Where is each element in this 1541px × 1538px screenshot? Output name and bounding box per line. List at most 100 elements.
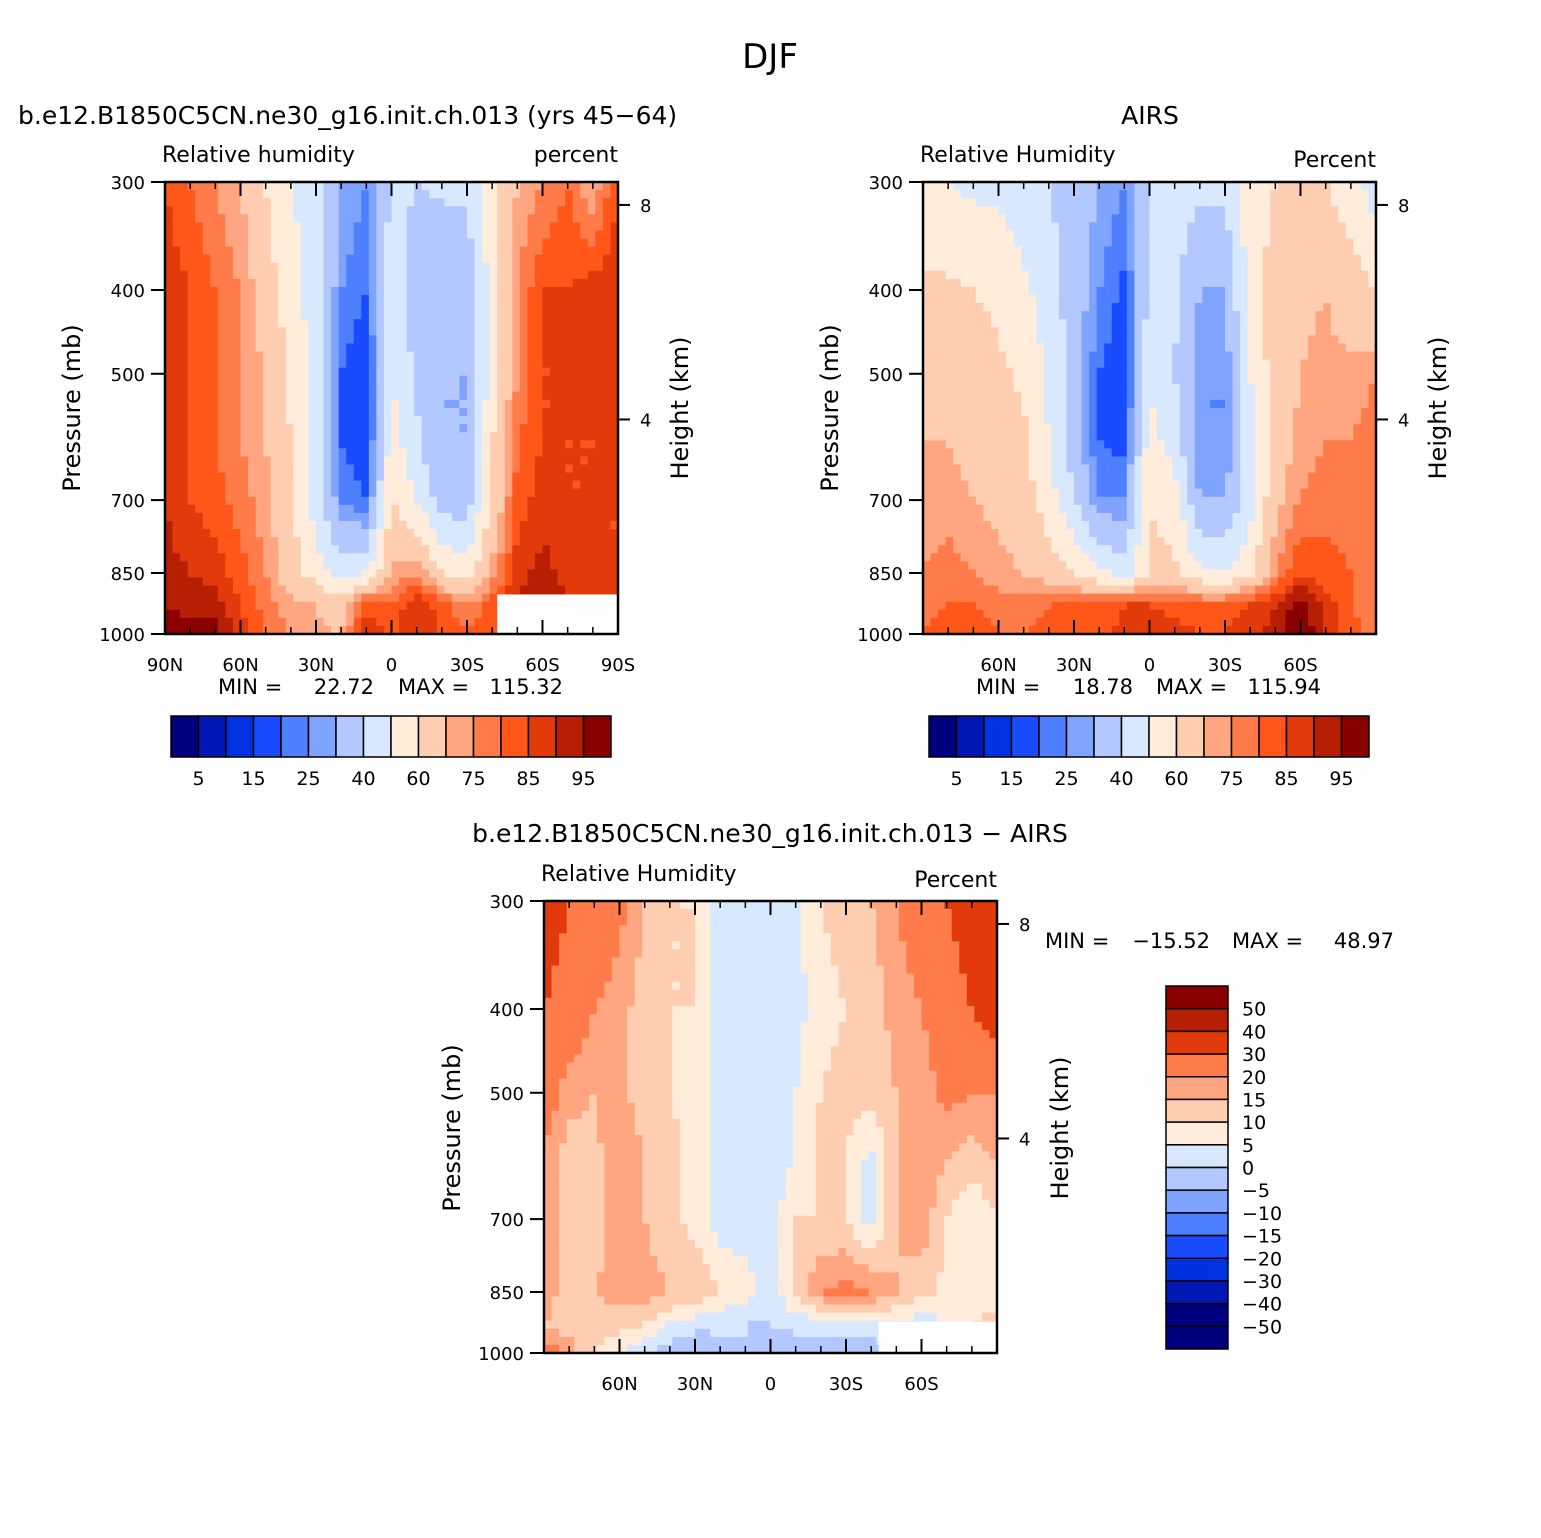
field-cell xyxy=(557,456,566,466)
field-cell xyxy=(210,351,219,361)
field-cell xyxy=(527,190,536,199)
field-cell xyxy=(938,335,947,345)
field-cell xyxy=(542,472,551,482)
field-cell xyxy=(165,553,174,562)
field-cell xyxy=(323,182,332,191)
field-cell xyxy=(444,222,453,232)
field-cell xyxy=(550,440,559,449)
field-cell xyxy=(217,303,226,312)
field-cell xyxy=(504,561,513,571)
field-cell xyxy=(550,206,559,215)
field-cell xyxy=(1058,262,1068,272)
field-cell xyxy=(1119,367,1128,377)
field-cell xyxy=(316,601,325,611)
field-cell xyxy=(550,319,559,328)
field-cell xyxy=(202,416,211,425)
field-cell xyxy=(1096,222,1105,232)
field-cell xyxy=(1300,319,1309,328)
field-cell xyxy=(512,214,521,223)
field-cell xyxy=(1345,198,1354,207)
field-cell xyxy=(938,246,947,256)
field-cell xyxy=(557,480,566,490)
field-cell xyxy=(1323,319,1332,328)
field-cell xyxy=(406,561,415,571)
field-cell xyxy=(270,529,279,538)
field-cell xyxy=(436,545,445,554)
field-cell xyxy=(217,408,226,417)
field-cell xyxy=(383,351,393,361)
field-cell xyxy=(263,553,272,562)
field-cell xyxy=(1149,246,1158,256)
field-cell xyxy=(557,569,566,579)
field-cell xyxy=(1300,246,1309,256)
field-cell xyxy=(557,472,566,482)
field-cell xyxy=(565,416,574,425)
field-cell xyxy=(316,391,325,401)
field-cell xyxy=(202,480,211,490)
field-cell xyxy=(497,238,506,248)
field-cell xyxy=(990,311,1000,320)
field-cell xyxy=(270,440,279,449)
field-cell xyxy=(512,351,521,361)
field-cell xyxy=(383,399,393,409)
field-cell xyxy=(232,391,242,401)
field-cell xyxy=(165,182,174,191)
field-cell xyxy=(595,432,604,441)
field-cell xyxy=(172,625,181,635)
field-cell xyxy=(1141,198,1151,207)
field-cell xyxy=(421,351,430,361)
field-cell xyxy=(210,262,219,272)
field-cell xyxy=(338,206,347,215)
field-cell xyxy=(602,319,612,328)
field-cell xyxy=(602,190,612,199)
field-cell xyxy=(361,617,370,627)
field-cell xyxy=(945,262,954,272)
field-cell xyxy=(610,456,619,466)
field-cell xyxy=(165,488,174,498)
field-cell xyxy=(308,190,317,199)
field-cell xyxy=(1043,238,1052,248)
field-cell xyxy=(1172,351,1181,361)
field-cell xyxy=(278,367,287,377)
field-cell xyxy=(1292,319,1302,328)
field-cell xyxy=(429,472,438,482)
field-cell xyxy=(300,198,310,207)
field-cell xyxy=(489,521,498,530)
field-cell xyxy=(1066,206,1075,215)
field-cell xyxy=(308,343,317,353)
field-cell xyxy=(1104,230,1113,240)
field-cell xyxy=(338,521,347,530)
field-cell xyxy=(300,391,310,401)
field-cell xyxy=(983,230,992,240)
field-cell xyxy=(1081,182,1090,191)
field-cell xyxy=(240,593,249,603)
field-cell xyxy=(1074,238,1083,248)
field-cell xyxy=(361,327,370,336)
field-cell xyxy=(998,182,1007,191)
field-cell xyxy=(572,311,581,320)
field-cell xyxy=(1330,254,1339,264)
field-cell xyxy=(572,303,581,312)
field-cell xyxy=(240,504,249,514)
field-cell xyxy=(1119,214,1128,223)
field-cell xyxy=(459,214,468,223)
field-cell xyxy=(1353,295,1362,304)
field-cell xyxy=(1330,222,1339,232)
field-cell xyxy=(255,206,264,215)
field-cell xyxy=(557,448,566,458)
field-cell xyxy=(1353,230,1362,240)
field-cell xyxy=(202,375,211,385)
field-cell xyxy=(519,278,528,288)
field-cell xyxy=(595,464,604,474)
field-cell xyxy=(1036,286,1045,296)
field-cell xyxy=(1157,351,1166,361)
field-cell xyxy=(316,327,325,336)
field-cell xyxy=(467,343,476,353)
field-cell xyxy=(225,504,234,514)
field-cell xyxy=(1149,254,1158,264)
field-cell xyxy=(421,472,430,482)
field-cell xyxy=(983,343,992,353)
field-cell xyxy=(504,238,513,248)
field-cell xyxy=(421,278,430,288)
field-cell xyxy=(255,424,264,433)
